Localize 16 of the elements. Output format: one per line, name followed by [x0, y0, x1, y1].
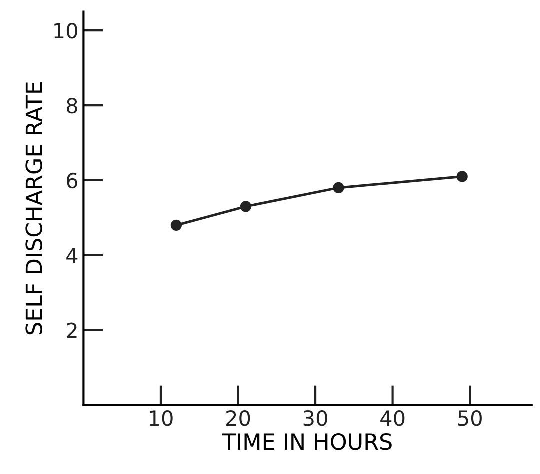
x-axis-title: TIME IN HOURS [222, 433, 392, 450]
point [456, 171, 468, 182]
x-tick-label: 20 [226, 410, 250, 426]
x-tick-label: 40 [380, 410, 405, 426]
y-tick-label: 10 [54, 23, 78, 39]
y-tick-label: 6 [67, 172, 78, 189]
y-tick-label: 2 [67, 322, 77, 338]
x-tick-label: 10 [150, 410, 173, 426]
y-tick-label: 8 [66, 98, 78, 114]
y-tick-label: 4 [66, 248, 78, 264]
y-axis-title: SELF DISCHARGE RATE [26, 82, 42, 335]
point [240, 201, 252, 212]
point [170, 220, 182, 231]
x-tick-label: 30 [304, 410, 328, 426]
point [333, 182, 344, 194]
x-tick-label: 50 [458, 410, 482, 426]
